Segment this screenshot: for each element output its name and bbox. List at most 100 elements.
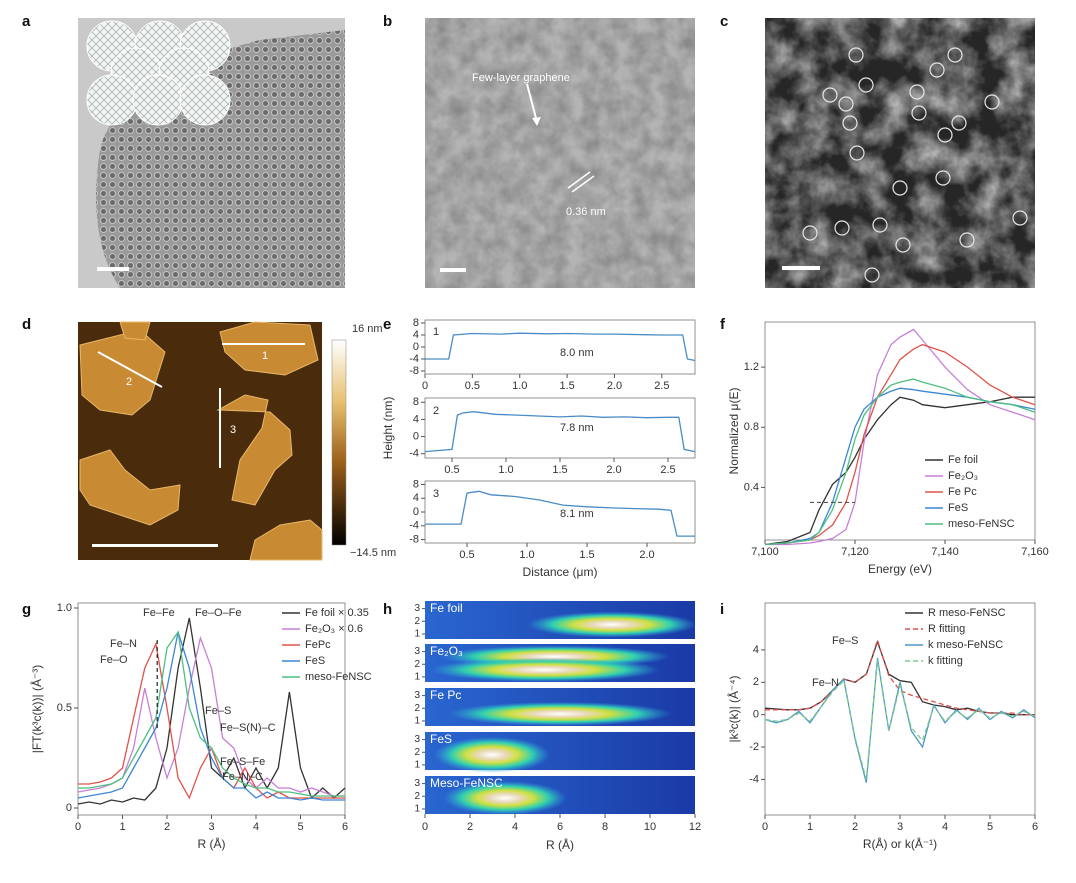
- flake: [216, 394, 293, 506]
- image-annotation: 0.36 nm: [566, 206, 606, 218]
- scale-bar: [97, 267, 129, 271]
- atom-circle: [929, 62, 945, 78]
- atom-circle: [842, 115, 858, 131]
- series-line: [77, 631, 345, 801]
- y-tick-label: 2: [414, 703, 420, 714]
- series-line: [764, 343, 1036, 546]
- y-tick-label: 1: [414, 804, 420, 815]
- sphere: [179, 74, 231, 126]
- x-tick-label: 0: [422, 380, 428, 392]
- atom-circle: [935, 170, 951, 186]
- series-line: [77, 617, 346, 805]
- x-axis-label: R (Å): [546, 837, 574, 852]
- x-tick-label: 2.0: [639, 549, 654, 561]
- y-tick-label: 0: [413, 506, 419, 518]
- legend-label: Fe Pc: [948, 486, 977, 498]
- colorbar-label: −14.5 nm: [350, 547, 396, 559]
- x-tick-label: 6: [1032, 821, 1038, 833]
- haadf-image-c: [765, 18, 1035, 288]
- x-tick-label: 4: [512, 821, 518, 833]
- panel-name: FeS: [430, 732, 452, 746]
- series-line: [764, 659, 1036, 780]
- x-tick-label: 5: [297, 821, 303, 833]
- atom-markers: [802, 47, 1028, 283]
- profile-label: 3: [230, 424, 236, 436]
- y-tick-label: -4: [749, 773, 759, 785]
- panel-label: c: [720, 13, 728, 30]
- y-tick-label: 8: [413, 317, 419, 329]
- panel-name: Fe foil: [430, 601, 463, 615]
- annotation: Fe–S(N)–C: [220, 722, 276, 734]
- x-tick-label: 2.5: [660, 464, 675, 476]
- x-tick-label: 7,100: [751, 546, 779, 558]
- tem-image-b: Few-layer graphene 0.36 nm: [425, 18, 695, 288]
- x-tick-label: 12: [689, 821, 701, 833]
- atom-circle: [1012, 210, 1028, 226]
- y-axis-label: Normalized μ(E): [727, 388, 741, 475]
- wavelet-intensity: [430, 657, 660, 682]
- x-tick-label: 1.5: [552, 464, 567, 476]
- y-tick-label: 8: [413, 396, 419, 408]
- y-tick-label: 3: [414, 646, 420, 657]
- panel-label: d: [22, 316, 31, 333]
- x-tick-label: 4: [942, 821, 948, 833]
- sphere: [86, 74, 138, 126]
- x-tick-label: 0.5: [444, 464, 459, 476]
- y-tick-label: -4: [409, 448, 419, 460]
- y-tick-label: 3: [414, 734, 420, 745]
- annotation: Fe–S–Fe: [220, 756, 265, 768]
- atom-circle: [895, 237, 911, 253]
- x-axis-label: R(Å) or k(Å⁻¹): [863, 836, 937, 851]
- legend-label: k meso-FeNSC: [928, 639, 1003, 651]
- x-tick-label: 3: [897, 821, 903, 833]
- image-texture: [425, 18, 695, 288]
- annotation: Fe–N: [812, 677, 839, 689]
- atom-circle: [872, 217, 888, 233]
- atom-circle: [947, 47, 963, 63]
- afm-image-d: 1 2 3 16 nm −14.5 nm: [78, 321, 396, 561]
- flake: [119, 321, 151, 341]
- atom-circle: [838, 96, 854, 112]
- spacing-marker: [567, 171, 591, 189]
- image-texture: [765, 18, 1035, 288]
- profile-lines: [97, 343, 305, 468]
- y-tick-label: 4: [753, 644, 759, 656]
- y-tick-label: 1: [414, 629, 420, 640]
- legend-label: Fe₂O₃: [948, 470, 978, 482]
- inset-spheres: [86, 20, 231, 126]
- y-tick-label: 0: [413, 430, 419, 442]
- x-tick-label: 2.0: [606, 464, 621, 476]
- x-tick-label: 10: [644, 821, 656, 833]
- colorbar: [331, 339, 347, 546]
- series-line: [764, 657, 1036, 783]
- x-tick-label: 1.0: [519, 549, 534, 561]
- flake: [79, 449, 181, 526]
- y-tick-label: -8: [409, 365, 419, 377]
- annotation: 7.8 nm: [560, 422, 594, 434]
- y-tick-label: 1: [414, 716, 420, 727]
- x-tick-label: 4: [253, 821, 259, 833]
- colorbar-label: 16 nm: [352, 323, 383, 335]
- series-line: [764, 396, 1035, 546]
- y-tick-label: 0.8: [744, 421, 759, 433]
- y-tick-label: 4: [413, 492, 419, 504]
- atom-circle: [848, 47, 864, 63]
- flake: [249, 519, 323, 561]
- atom-circle: [858, 77, 874, 93]
- atom-circle: [959, 232, 975, 248]
- atom-circle: [909, 84, 925, 100]
- legend-label: FeS: [948, 502, 968, 514]
- series-line: [424, 411, 696, 453]
- annotation: Fe–N: [110, 638, 137, 650]
- wavelet-intensity: [448, 701, 672, 726]
- atom-circle: [951, 115, 967, 131]
- x-tick-label: 7,160: [1021, 546, 1049, 558]
- panel-label: a: [22, 13, 31, 30]
- annotation: 1: [433, 326, 439, 338]
- atom-circle: [834, 220, 850, 236]
- legend-label: Fe foil: [948, 454, 978, 466]
- legend-label: meso-FeNSC: [305, 671, 372, 683]
- annotation: Fe–Fe: [143, 607, 175, 619]
- panel-label: e: [383, 316, 391, 333]
- y-tick-label: 2: [753, 676, 759, 688]
